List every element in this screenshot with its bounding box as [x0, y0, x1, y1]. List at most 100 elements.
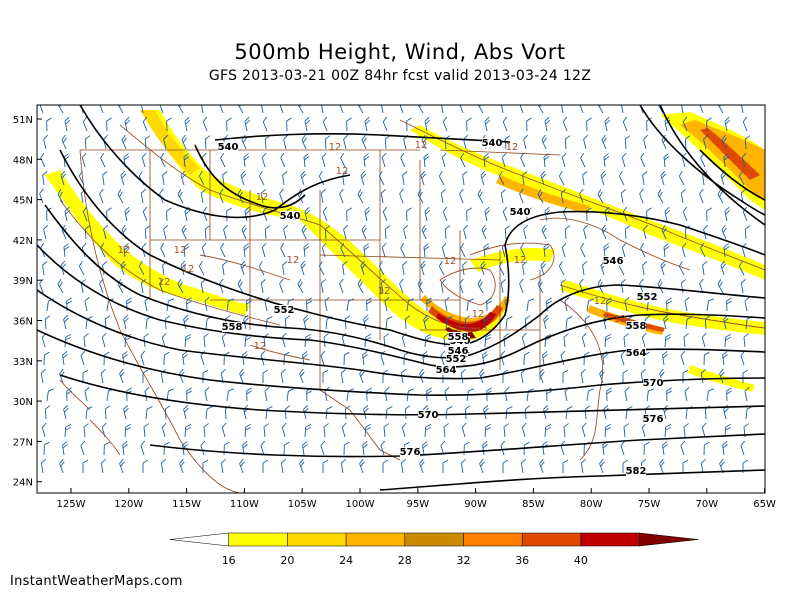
wind-barb — [359, 458, 365, 474]
wind-barb — [722, 441, 728, 456]
political-borders — [79, 149, 691, 493]
wind-barb — [186, 387, 192, 402]
wind-barb — [124, 116, 131, 132]
wind-barb — [322, 116, 328, 132]
wind-barb — [717, 279, 724, 294]
wind-barb — [262, 116, 268, 132]
wind-barb — [444, 225, 451, 240]
wind-barb — [340, 152, 346, 168]
wind-barb — [420, 260, 427, 276]
wind-barb — [621, 242, 627, 258]
wind-barb — [323, 423, 329, 438]
wind-barb — [243, 153, 250, 168]
wind-barb — [123, 243, 130, 258]
wind-barb — [419, 368, 425, 384]
wind-barb — [562, 116, 568, 132]
wind-barb — [400, 458, 406, 474]
wind-barb — [282, 261, 288, 276]
wind-barb — [318, 260, 325, 276]
wind-barb — [604, 333, 612, 348]
wind-barb — [380, 188, 386, 204]
vort-contour-label: 12 — [174, 245, 187, 256]
wind-barb — [684, 386, 690, 402]
wind-barb — [701, 422, 707, 438]
wind-barb — [202, 459, 209, 473]
wind-barb — [46, 388, 54, 402]
wind-barb — [423, 153, 430, 168]
wind-barb — [100, 368, 106, 384]
wind-barb — [417, 105, 424, 114]
wind-barb — [400, 368, 406, 384]
wind-barb — [182, 351, 188, 366]
wind-barb — [304, 206, 311, 222]
lon-label: 115W — [172, 499, 201, 510]
lon-label: 90W — [464, 499, 487, 510]
wind-barb — [520, 458, 526, 474]
wind-barb — [422, 441, 428, 456]
wind-barb — [80, 350, 86, 366]
vort-contour-label: 12 — [256, 192, 269, 203]
wind-barb — [424, 333, 432, 348]
wind-barb — [280, 152, 286, 168]
wind-barb — [662, 351, 668, 366]
wind-barb — [42, 171, 48, 186]
wind-barb — [586, 298, 594, 312]
wind-barb — [582, 261, 588, 276]
map-subtitle: GFS 2013-03-21 00Z 84hr fcst valid 2013-… — [208, 68, 592, 84]
wind-barb — [741, 152, 747, 168]
wind-barb — [681, 242, 687, 258]
wind-barb — [382, 459, 389, 473]
wind-barb — [539, 368, 545, 384]
vort-contour-label: 12 — [158, 277, 171, 288]
wind-barb — [124, 206, 131, 222]
wind-barb — [483, 153, 490, 168]
wind-barb — [426, 297, 432, 312]
wind-barb — [684, 135, 691, 150]
wind-barb — [161, 422, 167, 438]
wind-barb — [343, 351, 350, 366]
wind-barb — [641, 332, 647, 348]
wind-barb — [519, 278, 524, 294]
wind-barb — [444, 296, 450, 312]
lat-label: 39N — [13, 276, 33, 287]
vort-contour-label: 12 — [254, 341, 267, 352]
wind-barb — [204, 296, 210, 312]
wind-barb — [202, 369, 209, 383]
height-contour-label: 552 — [274, 305, 295, 316]
wind-barb — [280, 458, 286, 474]
lon-label: 85W — [522, 499, 545, 510]
wind-barb — [463, 224, 469, 240]
height-contour-label: 576 — [643, 414, 664, 425]
wind-barb — [204, 386, 210, 402]
vort-contour-label: 12 — [336, 166, 349, 177]
wind-barb — [320, 440, 326, 456]
wind-barb — [124, 423, 132, 438]
wind-barb — [477, 279, 484, 294]
wind-barb — [321, 242, 327, 258]
wind-barb — [480, 170, 487, 186]
colorbar-tick: 40 — [574, 554, 588, 567]
wind-barb — [466, 207, 472, 222]
wind-barb — [261, 152, 267, 168]
lon-label: 100W — [346, 499, 375, 510]
wind-barb — [144, 225, 151, 240]
wind-barb — [561, 242, 567, 258]
height-contour-label: 558 — [626, 321, 647, 332]
height-contour-label: 546 — [448, 346, 469, 357]
wind-barb — [402, 171, 408, 186]
wind-barb — [477, 105, 484, 114]
wind-barb — [502, 369, 509, 383]
wind-barb — [618, 170, 625, 186]
height-contour-label: 582 — [626, 466, 647, 477]
wind-barb — [41, 422, 47, 438]
wind-barb — [744, 386, 750, 402]
wind-barb — [564, 225, 571, 240]
wind-barb — [540, 170, 547, 186]
wind-barb — [565, 316, 573, 330]
wind-barb — [744, 225, 751, 240]
wind-barb — [181, 134, 187, 150]
vort-contour-label: 12 — [182, 264, 195, 275]
wind-barb — [61, 134, 67, 150]
wind-barb — [443, 333, 449, 348]
wind-barb — [85, 406, 93, 420]
